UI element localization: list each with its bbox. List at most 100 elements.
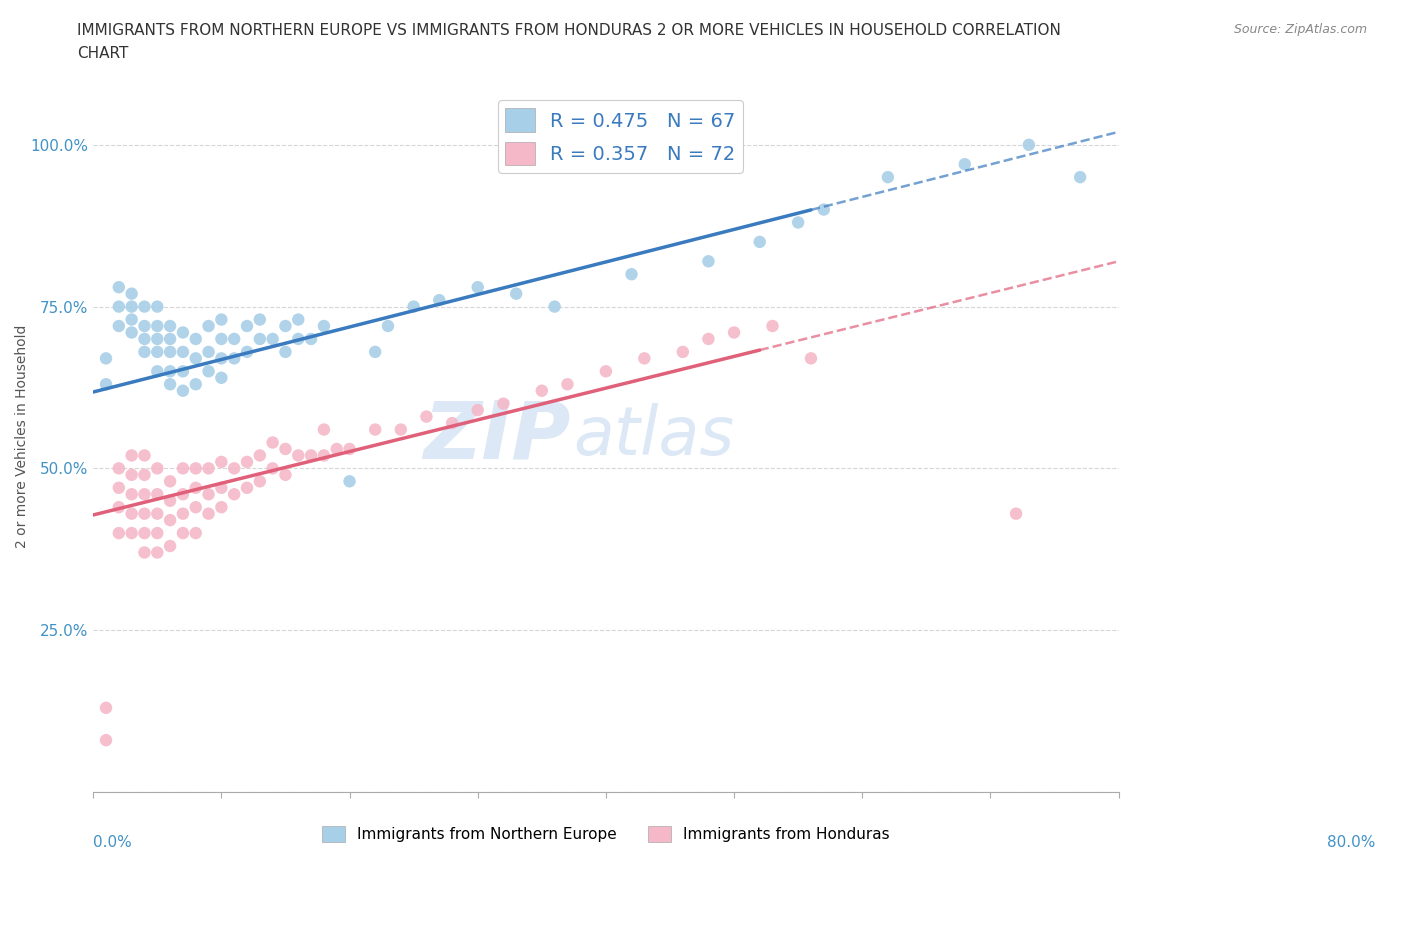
Point xyxy=(312,448,335,463)
Point xyxy=(209,499,232,514)
Point xyxy=(620,267,643,282)
Point xyxy=(557,377,579,392)
Point xyxy=(121,506,143,521)
Point xyxy=(146,344,169,359)
Point xyxy=(377,319,399,334)
Point xyxy=(339,474,361,489)
Point xyxy=(172,461,194,476)
Point xyxy=(364,422,387,437)
Point xyxy=(427,293,450,308)
Point xyxy=(1018,138,1040,153)
Point xyxy=(197,506,219,521)
Point xyxy=(209,312,232,327)
Point xyxy=(492,396,515,411)
Point xyxy=(159,331,181,346)
Point xyxy=(595,364,617,379)
Point xyxy=(121,525,143,540)
Point xyxy=(197,319,219,334)
Point xyxy=(159,319,181,334)
Point xyxy=(800,351,823,365)
Point xyxy=(108,280,131,295)
Point xyxy=(312,319,335,334)
Point xyxy=(748,234,770,249)
Y-axis label: 2 or more Vehicles in Household: 2 or more Vehicles in Household xyxy=(15,325,30,548)
Point xyxy=(262,435,284,450)
Point xyxy=(224,461,246,476)
Point xyxy=(172,383,194,398)
Point xyxy=(146,319,169,334)
Point xyxy=(633,351,655,365)
Point xyxy=(172,344,194,359)
Text: atlas: atlas xyxy=(574,403,734,469)
Point xyxy=(543,299,565,314)
Point xyxy=(121,286,143,301)
Point xyxy=(209,351,232,365)
Point xyxy=(813,202,835,217)
Point xyxy=(224,486,246,501)
Point xyxy=(159,344,181,359)
Point xyxy=(121,468,143,483)
Point xyxy=(953,157,976,172)
Point xyxy=(94,733,117,748)
Point xyxy=(159,538,181,553)
Point xyxy=(121,486,143,501)
Point xyxy=(249,331,271,346)
Point xyxy=(287,312,309,327)
Point xyxy=(184,481,207,496)
Point xyxy=(108,481,131,496)
Point xyxy=(1069,170,1091,185)
Point xyxy=(364,344,387,359)
Point xyxy=(94,377,117,392)
Point xyxy=(146,331,169,346)
Point xyxy=(697,331,720,346)
Point xyxy=(197,461,219,476)
Point xyxy=(415,409,437,424)
Point xyxy=(249,474,271,489)
Point xyxy=(134,319,156,334)
Point xyxy=(209,370,232,385)
Text: 80.0%: 80.0% xyxy=(1326,834,1375,850)
Point xyxy=(467,403,489,418)
Point xyxy=(224,351,246,365)
Text: ZIP: ZIP xyxy=(423,397,569,475)
Point xyxy=(121,312,143,327)
Point xyxy=(172,506,194,521)
Point xyxy=(121,299,143,314)
Point xyxy=(402,299,425,314)
Point xyxy=(441,416,464,431)
Point xyxy=(389,422,412,437)
Point xyxy=(197,344,219,359)
Point xyxy=(262,461,284,476)
Text: Source: ZipAtlas.com: Source: ZipAtlas.com xyxy=(1233,23,1367,36)
Point xyxy=(325,442,347,457)
Point xyxy=(121,448,143,463)
Point xyxy=(467,280,489,295)
Point xyxy=(94,351,117,365)
Point xyxy=(505,286,527,301)
Point xyxy=(249,448,271,463)
Point xyxy=(274,344,297,359)
Point xyxy=(108,525,131,540)
Point xyxy=(184,377,207,392)
Point xyxy=(287,448,309,463)
Point xyxy=(172,364,194,379)
Point xyxy=(723,326,745,340)
Point xyxy=(172,486,194,501)
Point xyxy=(134,331,156,346)
Point xyxy=(146,486,169,501)
Point xyxy=(236,319,259,334)
Point xyxy=(108,299,131,314)
Point xyxy=(134,344,156,359)
Point xyxy=(197,364,219,379)
Point xyxy=(236,455,259,470)
Point xyxy=(146,299,169,314)
Point xyxy=(121,326,143,340)
Point xyxy=(249,312,271,327)
Point xyxy=(299,448,322,463)
Text: CHART: CHART xyxy=(77,46,129,60)
Legend: R = 0.475   N = 67, R = 0.357   N = 72: R = 0.475 N = 67, R = 0.357 N = 72 xyxy=(498,100,744,173)
Point xyxy=(134,545,156,560)
Point xyxy=(236,481,259,496)
Point xyxy=(287,331,309,346)
Point xyxy=(159,364,181,379)
